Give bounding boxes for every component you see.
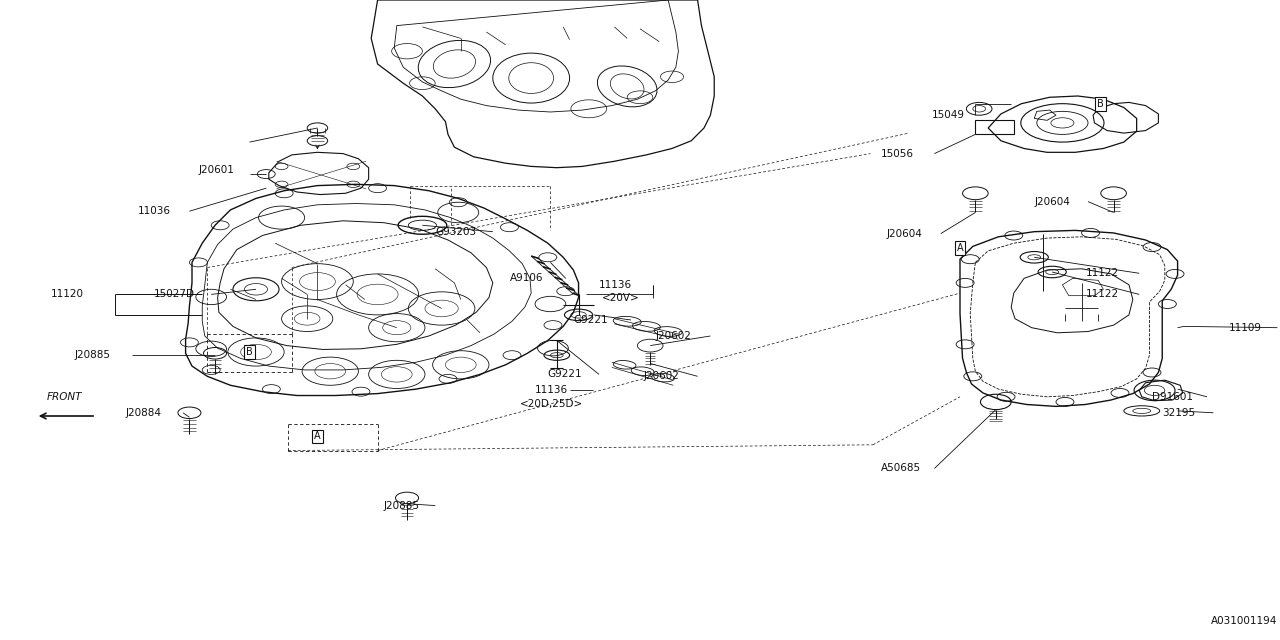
Text: J20885: J20885 bbox=[384, 500, 420, 511]
Text: 11120: 11120 bbox=[51, 289, 84, 300]
Text: <20D,25D>: <20D,25D> bbox=[520, 399, 582, 410]
Text: 11136: 11136 bbox=[535, 385, 568, 396]
Text: 15056: 15056 bbox=[881, 148, 914, 159]
Text: 11122: 11122 bbox=[1085, 289, 1119, 300]
Text: B: B bbox=[1097, 99, 1105, 109]
Text: 11036: 11036 bbox=[138, 206, 172, 216]
Text: J20884: J20884 bbox=[125, 408, 161, 418]
Text: G9221: G9221 bbox=[548, 369, 582, 380]
Text: J20885: J20885 bbox=[74, 350, 110, 360]
Text: A50685: A50685 bbox=[881, 463, 920, 474]
Text: <20V>: <20V> bbox=[602, 292, 639, 303]
Text: FRONT: FRONT bbox=[46, 392, 82, 402]
Text: 11122: 11122 bbox=[1085, 268, 1119, 278]
Text: J20602: J20602 bbox=[644, 371, 680, 381]
Text: J20601: J20601 bbox=[198, 164, 234, 175]
Text: J20604: J20604 bbox=[1034, 196, 1070, 207]
Text: J20602: J20602 bbox=[655, 331, 691, 341]
Text: 32195: 32195 bbox=[1162, 408, 1196, 418]
Text: 11136: 11136 bbox=[599, 280, 632, 290]
Text: A031001194: A031001194 bbox=[1211, 616, 1277, 626]
Text: 11109: 11109 bbox=[1229, 323, 1262, 333]
Text: 15049: 15049 bbox=[932, 110, 965, 120]
Text: 15027D: 15027D bbox=[154, 289, 195, 300]
Text: A: A bbox=[314, 431, 321, 442]
Text: G9221: G9221 bbox=[573, 315, 608, 325]
Text: G93203: G93203 bbox=[435, 227, 476, 237]
Text: B: B bbox=[246, 347, 253, 357]
Text: D91601: D91601 bbox=[1152, 392, 1193, 402]
Text: J20604: J20604 bbox=[887, 228, 923, 239]
Text: A: A bbox=[956, 243, 964, 253]
Text: A9106: A9106 bbox=[509, 273, 543, 284]
